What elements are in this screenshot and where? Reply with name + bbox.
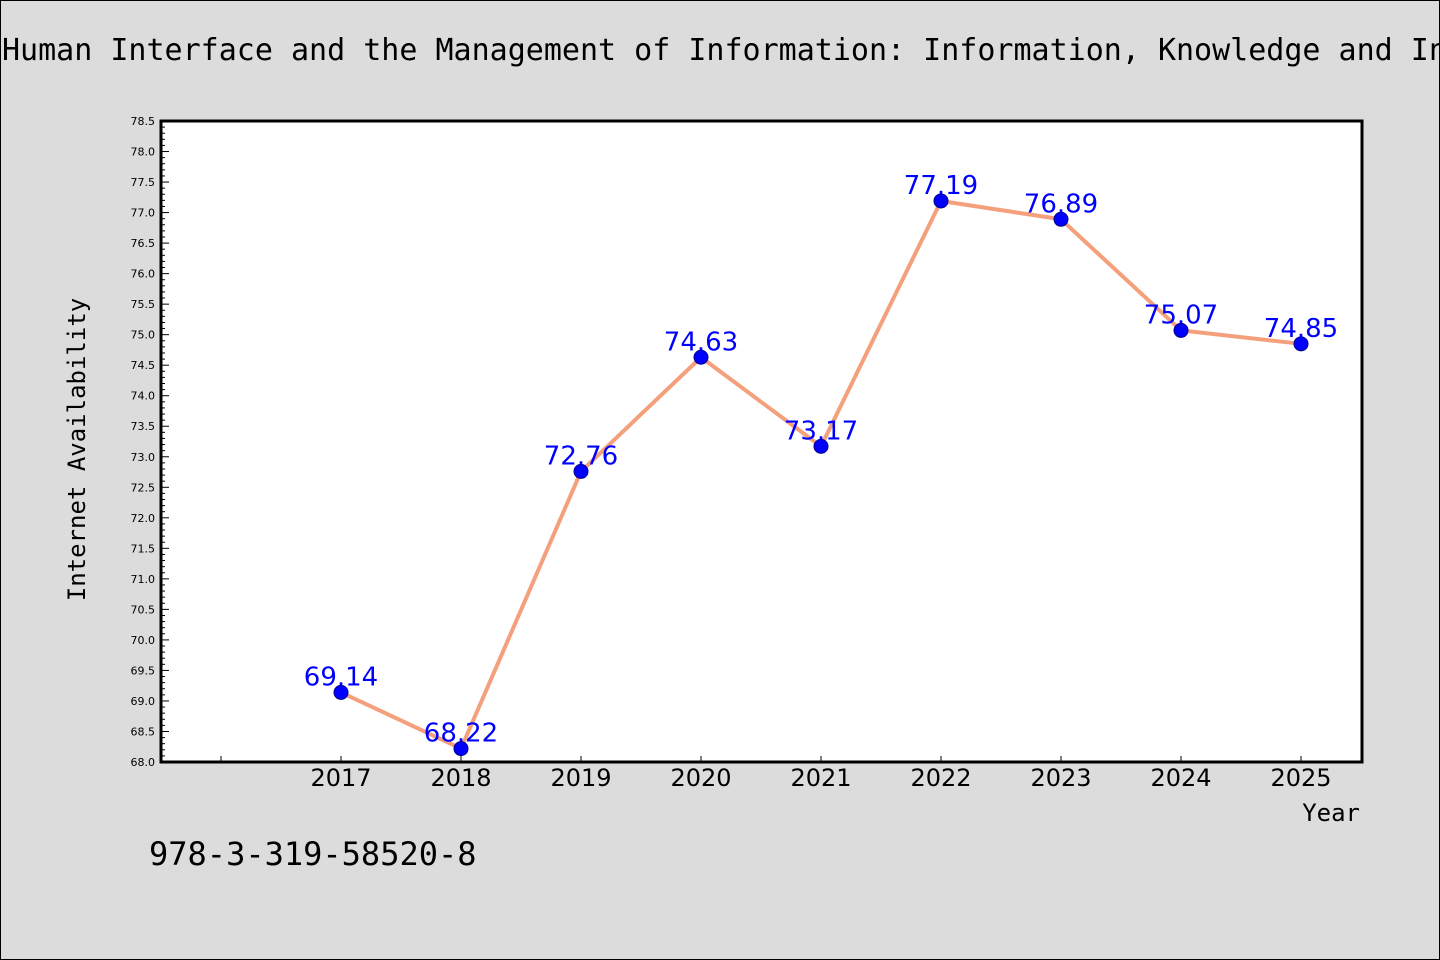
y-tick-label: 69.5 <box>131 664 156 677</box>
x-tick-label: 2020 <box>670 764 731 792</box>
y-tick-label: 75.5 <box>131 298 156 311</box>
y-tick-label: 68.0 <box>131 756 156 769</box>
data-point <box>1053 211 1069 227</box>
y-tick-label: 73.0 <box>131 451 156 464</box>
y-tick-label: 76.0 <box>131 268 156 281</box>
data-point <box>1293 336 1309 352</box>
y-tick-label: 78.5 <box>131 115 156 128</box>
x-tick-label: 2017 <box>310 764 371 792</box>
y-tick-label: 68.5 <box>131 725 156 738</box>
data-point <box>933 193 949 209</box>
data-point <box>453 741 469 757</box>
x-tick-label: 2018 <box>430 764 491 792</box>
x-tick-label: 2022 <box>910 764 971 792</box>
x-tick-label: 2019 <box>550 764 611 792</box>
y-tick-label: 74.0 <box>131 390 156 403</box>
data-point <box>333 684 349 700</box>
x-tick-label: 2025 <box>1270 764 1331 792</box>
y-tick-label: 70.0 <box>131 634 156 647</box>
y-tick-label: 70.5 <box>131 603 156 616</box>
isbn-text: 978-3-319-58520-8 <box>149 835 477 873</box>
data-point <box>813 438 829 454</box>
x-tick-label: 2024 <box>1150 764 1211 792</box>
data-label: 73.17 <box>784 416 858 446</box>
data-point <box>693 349 709 365</box>
y-tick-label: 78.0 <box>131 146 156 159</box>
y-axis-title: Internet Availability <box>63 298 91 601</box>
data-label: 69.14 <box>304 662 378 692</box>
y-tick-label: 69.0 <box>131 695 156 708</box>
y-tick-label: 72.0 <box>131 512 156 525</box>
y-tick-label: 77.5 <box>131 176 156 189</box>
x-axis-title: Year <box>1302 799 1360 827</box>
data-label: 72.76 <box>544 441 618 471</box>
data-point <box>1173 322 1189 338</box>
x-tick-label: 2023 <box>1030 764 1091 792</box>
plot-area <box>161 121 1362 762</box>
y-tick-label: 75.0 <box>131 329 156 342</box>
y-tick-label: 77.0 <box>131 207 156 220</box>
x-tick-label: 2021 <box>790 764 851 792</box>
data-point <box>573 463 589 479</box>
y-tick-label: 74.5 <box>131 359 156 372</box>
plot-border <box>159 119 1364 764</box>
data-label: 68.22 <box>424 719 498 749</box>
y-tick-label: 71.0 <box>131 573 156 586</box>
y-tick-label: 73.5 <box>131 420 156 433</box>
y-tick-label: 71.5 <box>131 542 156 555</box>
data-label: 76.89 <box>1024 189 1098 219</box>
data-label: 74.63 <box>664 327 738 357</box>
data-label: 75.07 <box>1144 300 1218 330</box>
chart-title: Human Interface and the Management of In… <box>2 33 1440 68</box>
y-tick-label: 76.5 <box>131 237 156 250</box>
data-label: 74.85 <box>1264 314 1338 344</box>
data-label: 77.19 <box>904 171 978 201</box>
y-tick-label: 72.5 <box>131 481 156 494</box>
